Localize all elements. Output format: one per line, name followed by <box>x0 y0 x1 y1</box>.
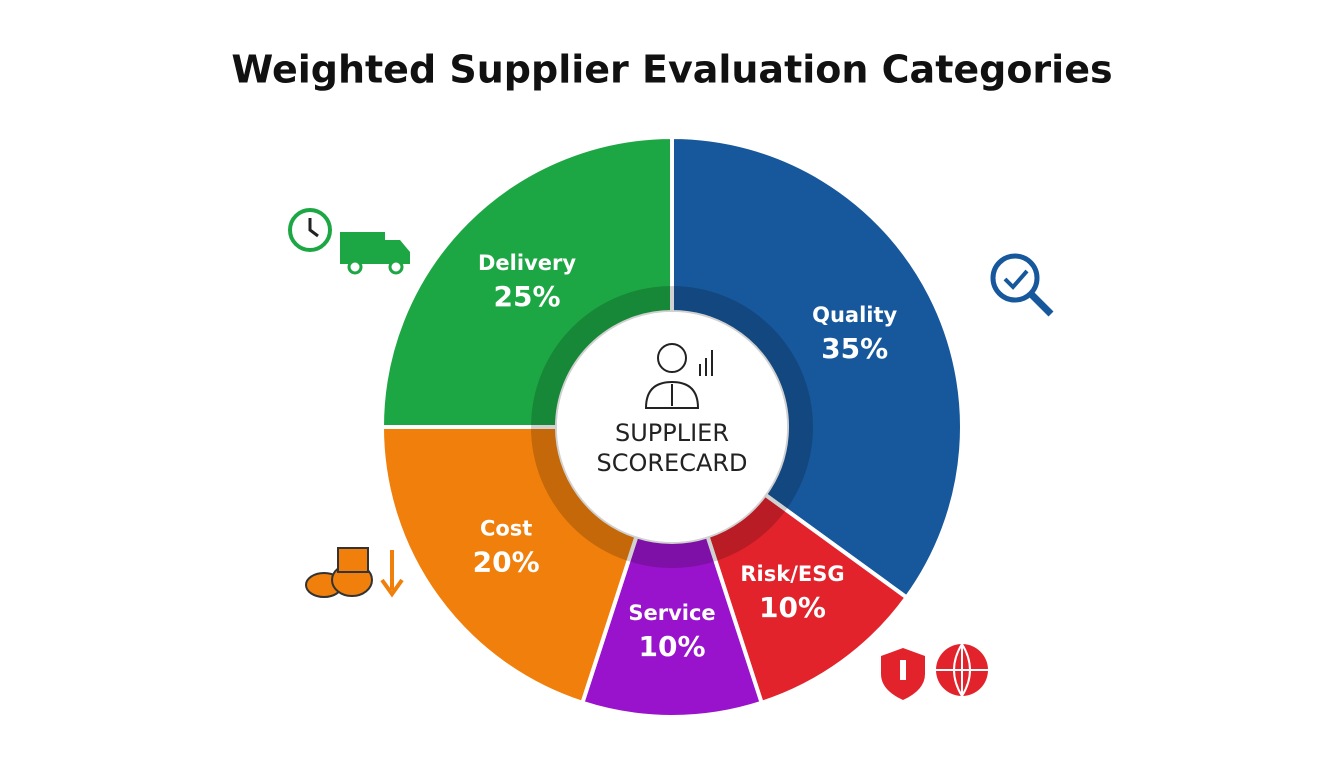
delivery-icon <box>288 208 410 275</box>
slice-label: Risk/ESG <box>740 562 844 586</box>
value-label: 25% <box>494 280 561 313</box>
value-label: 10% <box>759 591 826 624</box>
slice-label: Delivery <box>478 251 576 275</box>
risk-icon <box>881 643 988 700</box>
value-label: 20% <box>473 545 540 578</box>
cost-icon <box>305 547 404 598</box>
slice-label: Cost <box>480 516 532 540</box>
value-label: 10% <box>638 630 705 663</box>
chart-title: Weighted Supplier Evaluation Categories <box>231 48 1112 92</box>
center-icon <box>644 343 713 409</box>
slice-label: Quality <box>812 303 897 327</box>
slice-label: Service <box>628 601 715 625</box>
inner-ring <box>531 286 813 568</box>
center-disc <box>557 312 787 542</box>
center-label: SUPPLIER <box>615 419 729 447</box>
value-label: 35% <box>821 332 888 365</box>
quality-icon <box>990 253 1054 317</box>
center-label: SCORECARD <box>596 449 747 477</box>
